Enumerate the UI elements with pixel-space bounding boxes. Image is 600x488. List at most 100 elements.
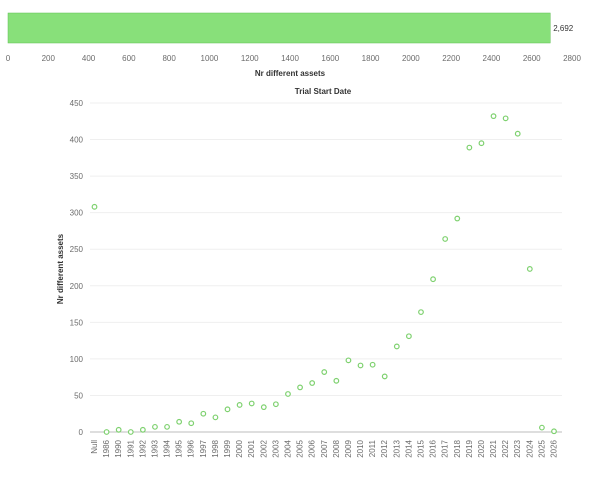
x-tick-label: 1992 <box>138 439 147 457</box>
data-point[interactable] <box>393 343 400 350</box>
bar-chart: 2,692 0 200 400 600 800 1000 1200 1400 1600 1800 2… <box>6 12 582 78</box>
x-tick-label: 2024 <box>525 439 534 457</box>
data-point[interactable] <box>200 410 207 417</box>
x-tick-label: 1986 <box>102 439 111 457</box>
data-point[interactable] <box>272 401 279 408</box>
x-tick-label: 2015 <box>416 439 425 457</box>
x-tick-label: 1991 <box>126 439 135 457</box>
x-tick-label: 2003 <box>271 439 280 457</box>
data-point[interactable] <box>502 115 509 122</box>
bar-x-tick-label: 2600 <box>523 54 541 63</box>
data-point[interactable] <box>176 418 183 425</box>
x-tick-label: 2017 <box>441 439 450 457</box>
data-point[interactable] <box>442 236 449 242</box>
data-point[interactable] <box>381 373 388 380</box>
x-tick-label: 1995 <box>175 439 184 457</box>
data-point[interactable] <box>466 144 473 151</box>
scatter-x-axis: Null 1986 1990 1991 1992 1993 1994 1995 1996 1997… <box>90 439 559 457</box>
x-tick-label: 2021 <box>489 439 498 457</box>
scatter-chart-title: Trial Start Date <box>295 87 352 96</box>
data-point[interactable] <box>260 404 267 411</box>
x-tick-label: 2016 <box>429 439 438 457</box>
x-tick-label: 2019 <box>465 439 474 457</box>
data-point[interactable] <box>345 357 352 364</box>
data-point[interactable] <box>297 384 303 391</box>
x-tick-label: 1994 <box>163 439 172 457</box>
data-point[interactable] <box>103 429 110 435</box>
data-point[interactable] <box>127 429 134 435</box>
x-tick-label: 2013 <box>392 439 401 457</box>
bar-x-tick-label: 2000 <box>402 54 420 63</box>
y-tick-label: 400 <box>70 136 84 145</box>
x-tick-label: 1997 <box>199 439 208 457</box>
bar-x-tick-label: 1200 <box>241 54 259 63</box>
data-point[interactable] <box>115 426 122 433</box>
bar-x-tick-label: 1600 <box>321 54 339 63</box>
x-tick-label: 2008 <box>332 439 341 457</box>
scatter-points <box>91 113 557 435</box>
data-point[interactable] <box>212 414 219 421</box>
data-point[interactable] <box>526 266 533 272</box>
scatter-y-axis: 0 50 100 150 200 250 300 350 400 450 <box>70 99 84 437</box>
x-tick-label: 2005 <box>296 439 305 457</box>
x-tick-label: 1990 <box>114 439 123 457</box>
x-tick-label: 1993 <box>150 439 159 457</box>
bar-x-tick-label: 2800 <box>563 54 581 63</box>
data-point[interactable] <box>418 309 424 315</box>
data-point[interactable] <box>321 369 328 375</box>
x-tick-label: 2025 <box>537 439 546 457</box>
x-tick-label: 2012 <box>380 439 389 457</box>
x-tick-label: 2002 <box>259 439 268 457</box>
x-tick-label: 2011 <box>368 439 377 457</box>
x-tick-label: 2004 <box>283 439 292 457</box>
bar-x-tick-label: 200 <box>42 54 56 63</box>
bar-x-tick-label: 400 <box>82 54 96 63</box>
scatter-chart: Trial Start Date 0 50 100 150 200 250 300 350 40… <box>56 87 562 458</box>
x-tick-label: 2009 <box>344 439 353 457</box>
data-point[interactable] <box>430 276 436 283</box>
data-point[interactable] <box>539 424 545 431</box>
y-tick-label: 350 <box>70 172 84 181</box>
data-point[interactable] <box>91 203 98 210</box>
x-tick-label: 2010 <box>356 439 365 457</box>
data-point[interactable] <box>224 406 231 413</box>
x-tick-label: 2001 <box>247 439 256 457</box>
y-tick-label: 50 <box>74 391 83 400</box>
data-point[interactable] <box>490 113 497 120</box>
data-point[interactable] <box>152 423 158 430</box>
data-point[interactable] <box>551 428 557 435</box>
data-point[interactable] <box>478 140 485 147</box>
x-tick-label: 2022 <box>501 439 510 457</box>
x-tick-label: 2014 <box>404 439 413 457</box>
data-point[interactable] <box>333 377 340 384</box>
data-point[interactable] <box>139 426 146 433</box>
data-point[interactable] <box>405 333 412 340</box>
data-point[interactable] <box>164 423 170 430</box>
bar-value-label: 2,692 <box>553 24 574 33</box>
y-tick-label: 150 <box>70 318 84 327</box>
x-tick-label: 2007 <box>320 439 329 457</box>
x-tick-label: 1999 <box>223 439 232 457</box>
bar-x-tick-label: 1800 <box>362 54 380 63</box>
data-point[interactable] <box>188 420 195 427</box>
y-tick-label: 300 <box>70 209 84 218</box>
x-tick-label: 2000 <box>235 439 244 457</box>
bar-x-axis-title: Nr different assets <box>255 69 326 78</box>
data-point[interactable] <box>236 402 243 408</box>
bar-total-assets[interactable] <box>7 12 551 44</box>
x-tick-label: 2018 <box>453 439 462 457</box>
x-tick-label: 1998 <box>211 439 220 457</box>
x-tick-label: 2023 <box>513 439 522 457</box>
bar-x-tick-label: 1000 <box>201 54 219 63</box>
data-point[interactable] <box>357 362 364 369</box>
data-point[interactable] <box>285 391 291 397</box>
data-point[interactable] <box>248 400 255 407</box>
data-point[interactable] <box>309 380 316 386</box>
data-point[interactable] <box>369 361 376 368</box>
bar-x-tick-label: 800 <box>162 54 176 63</box>
data-point[interactable] <box>514 130 521 137</box>
data-point[interactable] <box>454 215 461 222</box>
bar-x-axis: 0 200 400 600 800 1000 1200 1400 1600 1800 2000 220… <box>6 54 582 63</box>
x-tick-label: 2006 <box>308 439 317 457</box>
